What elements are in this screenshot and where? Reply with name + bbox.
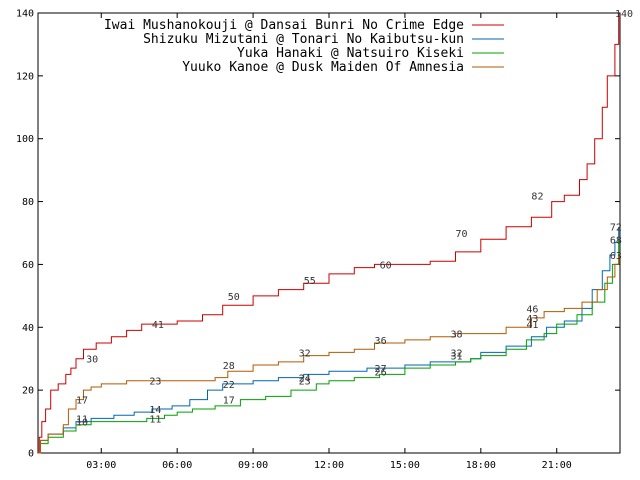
data-label-series-1: 41: [152, 320, 164, 331]
plot-border: [37, 12, 621, 454]
y-tick-label: 20: [22, 386, 34, 397]
y-tick-label: 60: [22, 260, 34, 271]
data-label-series-4: 32: [299, 348, 311, 359]
data-label-series-3: 26: [375, 367, 387, 378]
x-tick-label: 12:00: [314, 460, 344, 471]
data-label-series-2: 72: [610, 223, 622, 234]
data-label-series-1: 82: [531, 191, 543, 202]
data-label-series-1: 60: [380, 260, 392, 271]
y-tick-label: 80: [22, 197, 34, 208]
data-label-series-3: 11: [149, 414, 161, 425]
data-label-series-3: 41: [526, 320, 538, 331]
x-tick-label: 06:00: [162, 460, 192, 471]
legend-label-series-1: Iwai Mushanokouji @ Dansai Bunri No Crim…: [104, 18, 464, 33]
series-line-3: [38, 239, 620, 454]
y-tick-label: 140: [16, 9, 34, 20]
x-tick-label: 09:00: [238, 460, 268, 471]
series-lines: [38, 13, 620, 454]
x-tick-label: 03:00: [86, 460, 116, 471]
data-label-series-3: 23: [299, 377, 311, 388]
data-label-series-2: 14: [149, 405, 161, 416]
data-label-series-4: 63: [610, 251, 622, 262]
data-label-series-2: 31: [450, 352, 462, 363]
data-label-series-4: 46: [526, 304, 538, 315]
data-label-series-1: 70: [456, 229, 468, 240]
data-label-series-2: 43: [526, 314, 538, 325]
data-label-series-1: 50: [228, 292, 240, 303]
data-label-series-2: 11: [76, 414, 88, 425]
data-label-series-3: 32: [450, 348, 462, 359]
series-line-1: [38, 13, 620, 454]
x-tick-label: 18:00: [466, 460, 496, 471]
y-tick-label: 0: [28, 449, 34, 460]
series-line-2: [38, 226, 620, 454]
legend: Iwai Mushanokouji @ Dansai Bunri No Crim…: [104, 18, 504, 75]
data-label-series-3: 17: [223, 396, 235, 407]
data-label-series-4: 28: [223, 361, 235, 372]
series-line-4: [38, 255, 620, 454]
y-axis: 0 20 40 60 80 100 120 140: [16, 9, 620, 460]
data-label-series-1: 140: [615, 9, 633, 20]
data-label-series-3: 10: [76, 418, 88, 429]
y-tick-label: 120: [16, 71, 34, 82]
data-label-series-3: 68: [610, 235, 622, 246]
x-axis: 03:00 06:00 09:00 12:00 15:00 18:00 21:00: [86, 13, 572, 471]
data-label-series-1: 30: [86, 355, 98, 366]
plot-frame: [37, 12, 621, 454]
data-label-series-4: 23: [149, 377, 161, 388]
data-label-series-1: 55: [304, 276, 316, 287]
data-label-series-2: 24: [299, 374, 311, 385]
data-label-series-4: 38: [450, 330, 462, 341]
data-label-series-2: 22: [223, 380, 235, 391]
x-tick-label: 21:00: [542, 460, 572, 471]
y-tick-label: 40: [22, 323, 34, 334]
x-tick-label: 15:00: [390, 460, 420, 471]
data-label-series-4: 36: [375, 336, 387, 347]
data-label-series-4: 17: [76, 396, 88, 407]
y-tick-label: 100: [16, 134, 34, 145]
legend-label-series-3: Yuka Hanaki @ Natsuiro Kiseki: [237, 46, 464, 61]
legend-label-series-4: Yuuko Kanoe @ Dusk Maiden Of Amnesia: [182, 60, 464, 75]
legend-label-series-2: Shizuku Mizutani @ Tonari No Kaibutsu-ku…: [143, 32, 464, 47]
data-label-series-2: 27: [375, 364, 387, 375]
